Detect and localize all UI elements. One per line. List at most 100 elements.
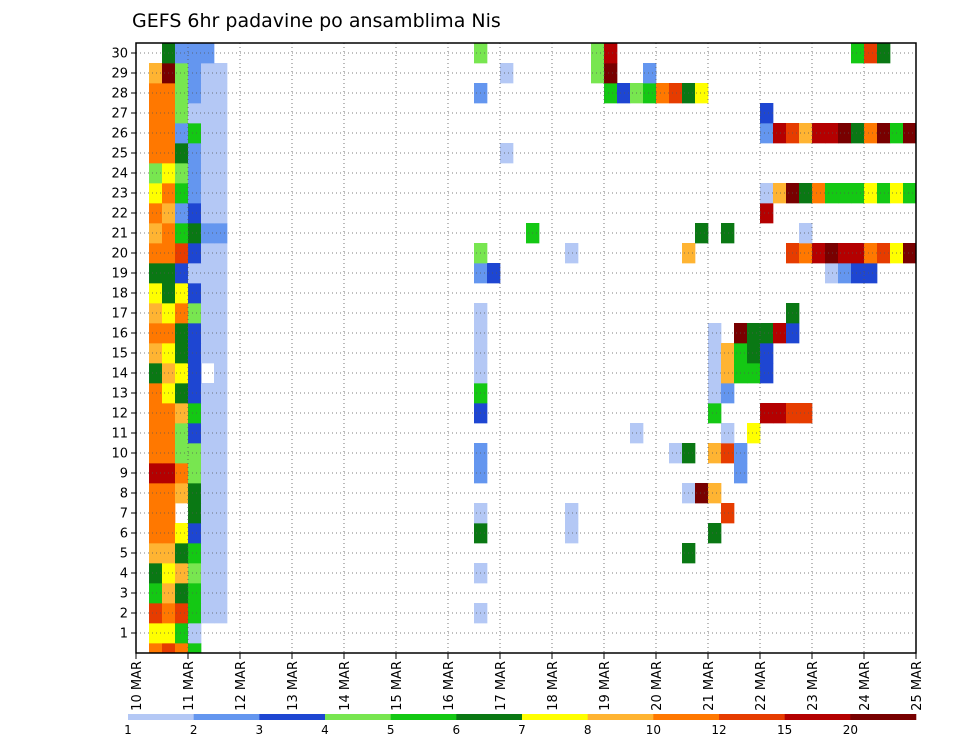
x-tick-label: 18 MAR: [546, 661, 561, 711]
heatmap-cell: [643, 63, 657, 84]
colorbar-label: 15: [777, 723, 792, 737]
heatmap-cell: [149, 343, 163, 364]
heatmap-cell: [149, 543, 163, 564]
heatmap-cell: [188, 143, 202, 164]
heatmap-cell: [760, 103, 774, 124]
y-tick-label: 14: [111, 367, 128, 382]
heatmap-cell: [175, 343, 189, 364]
y-tick-label: 6: [120, 527, 128, 542]
y-tick-label: 11: [111, 427, 128, 442]
y-tick-label: 15: [111, 347, 128, 362]
heatmap-cell: [175, 203, 189, 224]
colorbar-label: 8: [584, 723, 592, 737]
heatmap-cell: [175, 643, 189, 654]
heatmap-cell: [201, 523, 215, 544]
heatmap-cell: [175, 463, 189, 484]
heatmap-cell: [760, 203, 774, 224]
heatmap-cell: [149, 583, 163, 604]
heatmap-cell: [721, 223, 735, 244]
heatmap-cell: [747, 323, 761, 344]
heatmap-cell: [851, 123, 865, 144]
heatmap-cell: [565, 523, 579, 544]
colorbar-label: 3: [256, 723, 264, 737]
colorbar-label: 7: [518, 723, 526, 737]
heatmap-cell: [188, 123, 202, 144]
colorbar-label: 2: [190, 723, 198, 737]
heatmap-cell: [721, 363, 735, 384]
y-tick-label: 4: [120, 567, 128, 582]
heatmap-cell: [201, 183, 215, 204]
grid-lines: [136, 43, 916, 653]
x-tick-label: 25 MAR: [910, 661, 925, 711]
heatmap-cells: [149, 43, 917, 654]
heatmap-cell: [591, 43, 605, 64]
heatmap-cell: [149, 143, 163, 164]
heatmap-cell: [864, 243, 878, 264]
colorbar-label: 4: [321, 723, 329, 737]
x-tick-label: 17 MAR: [494, 661, 509, 711]
heatmap-cell: [175, 563, 189, 584]
heatmap-cell: [669, 443, 683, 464]
heatmap-cell: [175, 443, 189, 464]
y-tick-label: 12: [111, 407, 128, 422]
colorbar-segment: [325, 714, 391, 720]
heatmap-cell: [149, 303, 163, 324]
heatmap-cell: [812, 183, 826, 204]
y-tick-label: 28: [111, 87, 128, 102]
heatmap-cell: [201, 443, 215, 464]
heatmap-cell: [188, 643, 202, 654]
heatmap-cell: [721, 343, 735, 364]
y-tick-label: 20: [111, 247, 128, 262]
heatmap-cell: [175, 223, 189, 244]
heatmap-cell: [565, 503, 579, 524]
heatmap-cell: [708, 383, 722, 404]
heatmap-cell: [877, 43, 891, 64]
x-tick-label: 20 MAR: [650, 661, 665, 711]
heatmap-cell: [721, 503, 735, 524]
colorbar-label: 10: [646, 723, 661, 737]
heatmap-cell: [877, 183, 891, 204]
y-tick-label: 16: [111, 327, 128, 342]
heatmap-cell: [760, 363, 774, 384]
heatmap-cell: [149, 263, 163, 284]
heatmap-cell: [643, 83, 657, 104]
heatmap-cell: [591, 63, 605, 84]
heatmap-cell: [201, 283, 215, 304]
heatmap-cell: [175, 83, 189, 104]
y-tick-label: 23: [111, 187, 128, 202]
heatmap-cell: [708, 363, 722, 384]
heatmap-cell: [175, 263, 189, 284]
heatmap-cell: [201, 323, 215, 344]
heatmap-cell: [188, 63, 202, 84]
heatmap-cell: [864, 123, 878, 144]
heatmap-cell: [149, 103, 163, 124]
x-tick-label: 11 MAR: [182, 661, 197, 711]
heatmap-cell: [799, 123, 813, 144]
heatmap-cell: [201, 263, 215, 284]
heatmap-cell: [175, 603, 189, 624]
heatmap-cell: [175, 43, 189, 64]
heatmap-cell: [201, 503, 215, 524]
heatmap-cell: [188, 543, 202, 564]
y-axis: 1234567891011121314151617181920212223242…: [111, 47, 136, 642]
heatmap-cell: [201, 243, 215, 264]
heatmap-cell: [201, 83, 215, 104]
heatmap-cell: [201, 563, 215, 584]
heatmap-cell: [149, 323, 163, 344]
heatmap-cell: [188, 583, 202, 604]
heatmap-cell: [188, 263, 202, 284]
heatmap-cell: [760, 123, 774, 144]
colorbar-segment: [784, 714, 851, 720]
heatmap-cell: [149, 243, 163, 264]
heatmap-cell: [201, 583, 215, 604]
heatmap-cell: [175, 243, 189, 264]
heatmap-cell: [747, 363, 761, 384]
heatmap-cell: [708, 323, 722, 344]
x-tick-label: 24 MAR: [858, 661, 873, 711]
heatmap-cell: [201, 103, 215, 124]
heatmap-cell: [695, 223, 709, 244]
heatmap-cell: [188, 383, 202, 404]
heatmap-cell: [149, 483, 163, 504]
x-tick-label: 21 MAR: [702, 661, 717, 711]
